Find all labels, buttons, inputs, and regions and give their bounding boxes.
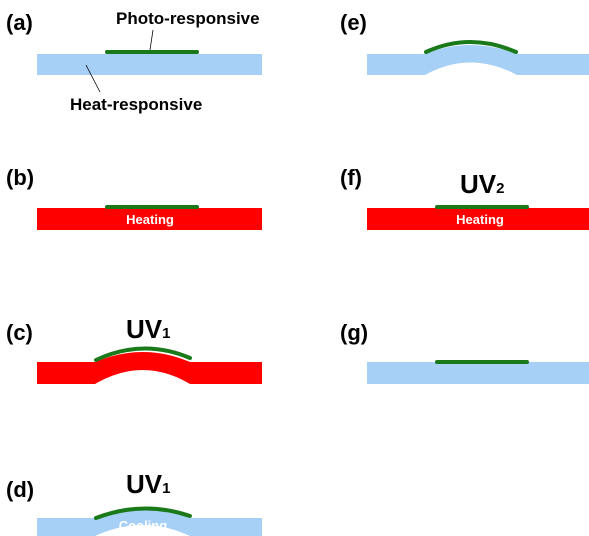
panel-label: (g) xyxy=(340,320,368,345)
diagram: (a) Photo-responsive Heat-responsive (b)… xyxy=(0,0,589,536)
uv-label: UV1 xyxy=(126,314,170,344)
uv-label: UV2 xyxy=(460,169,504,199)
heat-layer xyxy=(367,362,589,384)
inner-text: Cooling xyxy=(119,518,167,533)
panel-label: (f) xyxy=(340,165,362,190)
text: 1 xyxy=(162,480,170,497)
panel-label: (b) xyxy=(6,165,34,190)
inner-text: Heating xyxy=(126,212,174,227)
annotation: Photo-responsive xyxy=(116,9,260,28)
panel-label: (e) xyxy=(340,10,367,35)
panel-label: (a) xyxy=(6,10,33,35)
text: UV xyxy=(126,469,163,499)
text: UV xyxy=(460,169,497,199)
leader-line xyxy=(150,30,153,50)
inner-text: Heating xyxy=(456,212,504,227)
heat-layer xyxy=(37,54,262,75)
annotation: Heat-responsive xyxy=(70,95,202,114)
heat-layer xyxy=(37,352,262,384)
heat-layer xyxy=(367,45,589,75)
text: UV xyxy=(126,314,163,344)
panel-label: (d) xyxy=(6,477,34,502)
text: 1 xyxy=(162,325,170,342)
uv-label: UV1 xyxy=(126,469,170,499)
text: 2 xyxy=(496,180,504,197)
panel-label: (c) xyxy=(6,320,33,345)
